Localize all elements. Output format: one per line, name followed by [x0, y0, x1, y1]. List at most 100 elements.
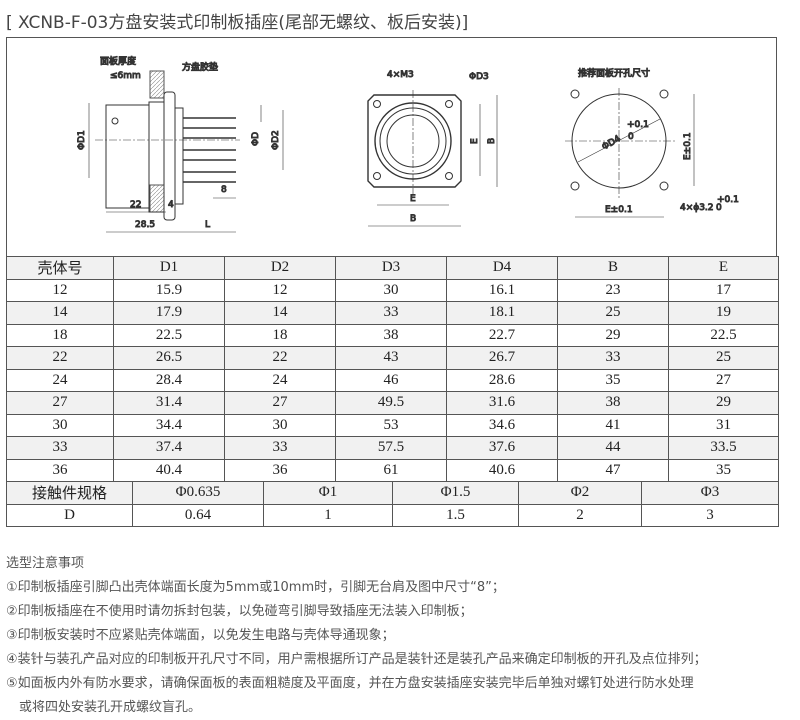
- table-row: 24 28.4 24 46 28.6 35 27: [6, 368, 779, 392]
- table-cell: 28.4: [113, 368, 225, 392]
- table-cell: E: [668, 256, 779, 280]
- table-cell: 47: [557, 458, 669, 482]
- note-item: ①印制板插座引脚凸出壳体端面长度为5mm或10mm时，引脚无台肩及图中尺寸“8”…: [6, 580, 505, 595]
- table-cell: 46: [335, 368, 447, 392]
- table-cell: 17.9: [113, 301, 225, 325]
- table-cell: 壳体号: [6, 256, 114, 280]
- note-item: ⑤如面板内外有防水要求，请确保面板的表面粗糙度及平面度，并在方盘安装插座安装完毕…: [6, 676, 694, 691]
- gasket-label: 方盘胶垫: [182, 61, 218, 73]
- table-cell: D2: [224, 256, 336, 280]
- table-cell: 25: [668, 346, 779, 370]
- table-row: 12 15.9 12 30 16.1 23 17: [6, 278, 779, 302]
- table-cell: 33: [557, 346, 669, 370]
- e-horizontal-label: E: [410, 194, 416, 204]
- table-cell: 37.6: [446, 436, 558, 460]
- dim-l: L: [205, 220, 210, 230]
- table-cell: 29: [668, 391, 779, 415]
- table-cell: 22.5: [668, 323, 779, 347]
- table-cell: 22: [224, 346, 336, 370]
- table-cell: 0.64: [132, 503, 264, 527]
- table-cell: B: [557, 256, 669, 280]
- d1-label: ΦD1: [77, 130, 87, 150]
- note-item: ③印制板安装时不应紧贴壳体端面，以免发生电路与壳体导通现象；: [6, 628, 395, 643]
- table-cell: 17: [668, 278, 779, 302]
- table-cell: 30: [224, 413, 336, 437]
- table-row: 36 40.4 36 61 40.6 47 35: [6, 458, 779, 482]
- panel-limit-label: ≤6mm: [110, 71, 141, 81]
- dim-8: 8: [221, 185, 227, 195]
- table-cell: 14: [224, 301, 336, 325]
- table-cell: 16.1: [446, 278, 558, 302]
- table-cell: 22.7: [446, 323, 558, 347]
- table-row: 18 22.5 18 38 22.7 29 22.5: [6, 323, 779, 347]
- table-cell: Φ0.635: [132, 481, 264, 505]
- table-cell: 18.1: [446, 301, 558, 325]
- table-cell: Φ1.5: [392, 481, 519, 505]
- d4-tolerance-low: 0: [628, 132, 634, 142]
- table-cell: 35: [668, 458, 779, 482]
- technical-drawing: 面板厚度 ≤6mm 方盘胶垫 ΦD1 ΦD ΦD2 8 22 4 28.5 L …: [77, 55, 739, 233]
- table-cell: 31.4: [113, 391, 225, 415]
- table-row: 33 37.4 33 57.5 37.6 44 33.5: [6, 436, 779, 460]
- table-cell: 40.6: [446, 458, 558, 482]
- table-row: 22 26.5 22 43 26.7 33 25: [6, 346, 779, 370]
- e-horizontal-label: E±0.1: [605, 205, 633, 215]
- table-row: 27 31.4 27 49.5 31.6 38 29: [6, 391, 779, 415]
- cutout-heading: 推荐面板开孔尺寸: [578, 67, 650, 79]
- table-cell: 24: [224, 368, 336, 392]
- table-cell: 43: [335, 346, 447, 370]
- table-cell: 38: [557, 391, 669, 415]
- table-cell: 53: [335, 413, 447, 437]
- table-cell: 27: [224, 391, 336, 415]
- contacts-table: 接触件规格 Φ0.635 Φ1 Φ1.5 Φ2 Φ3 D 0.64 1 1.5 2 3: [6, 481, 779, 527]
- contacts-header-row: 接触件规格 Φ0.635 Φ1 Φ1.5 Φ2 Φ3: [6, 481, 779, 505]
- table-cell: 14: [6, 301, 114, 325]
- side-view: 面板厚度 ≤6mm 方盘胶垫 ΦD1 ΦD ΦD2 8 22 4 28.5 L: [77, 55, 284, 233]
- table-cell: 34.6: [446, 413, 558, 437]
- contacts-row: D 0.64 1 1.5 2 3: [6, 503, 779, 527]
- table-cell: D4: [446, 256, 558, 280]
- table-cell: 27: [668, 368, 779, 392]
- table-cell: 12: [6, 278, 114, 302]
- dim-22: 22: [130, 200, 141, 210]
- table-cell: 26.5: [113, 346, 225, 370]
- b-horizontal-label: B: [410, 214, 416, 224]
- e-vertical-label: E: [470, 138, 480, 144]
- table-cell: 33: [224, 436, 336, 460]
- table-header-row: 壳体号 D1 D2 D3 D4 B E: [6, 256, 779, 280]
- table-cell: 22.5: [113, 323, 225, 347]
- panel-thickness-label: 面板厚度: [100, 55, 136, 67]
- table-row: 14 17.9 14 33 18.1 25 19: [6, 301, 779, 325]
- note-item: ②印制板插座在不使用时请勿拆封包装，以免碰弯引脚导致插座无法装入印制板；: [6, 604, 473, 619]
- table-cell: 22: [6, 346, 114, 370]
- table-cell: D1: [113, 256, 225, 280]
- d2-label: ΦD2: [271, 130, 281, 150]
- holes-tolerance: +0.1: [717, 195, 739, 205]
- table-cell: 12: [224, 278, 336, 302]
- table-cell: 37.4: [113, 436, 225, 460]
- table-cell: 36: [224, 458, 336, 482]
- selection-notes: 选型注意事项 ①印制板插座引脚凸出壳体端面长度为5mm或10mm时，引脚无台肩及…: [6, 552, 707, 720]
- table-cell: 18: [224, 323, 336, 347]
- holes-tolerance-low: 0: [716, 203, 722, 213]
- table-cell: D3: [335, 256, 447, 280]
- table-cell: 1: [263, 503, 393, 527]
- table-cell: 30: [335, 278, 447, 302]
- table-cell: 30: [6, 413, 114, 437]
- table-cell: 61: [335, 458, 447, 482]
- cutout-view: 推荐面板开孔尺寸 ΦD4 +0.1 0 E±0.1 E±0.1 4×ϕ3.2 +…: [565, 67, 739, 218]
- table-cell: Φ3: [641, 481, 779, 505]
- table-cell: 38: [335, 323, 447, 347]
- table-cell: 26.7: [446, 346, 558, 370]
- d3-label: ΦD3: [469, 72, 489, 82]
- screws-label: 4×M3: [387, 70, 414, 80]
- page-title: [ XCNB-F-03方盘安装式印制板插座(尾部无螺纹、板后安装)]: [6, 13, 469, 33]
- table-cell: 33: [335, 301, 447, 325]
- table-cell: 15.9: [113, 278, 225, 302]
- dim-28-5: 28.5: [135, 220, 155, 230]
- table-cell: 35: [557, 368, 669, 392]
- table-cell: 41: [557, 413, 669, 437]
- table-cell: Φ2: [518, 481, 642, 505]
- front-view: 4×M3 ΦD3 E B E B: [367, 70, 498, 227]
- table-cell: 25: [557, 301, 669, 325]
